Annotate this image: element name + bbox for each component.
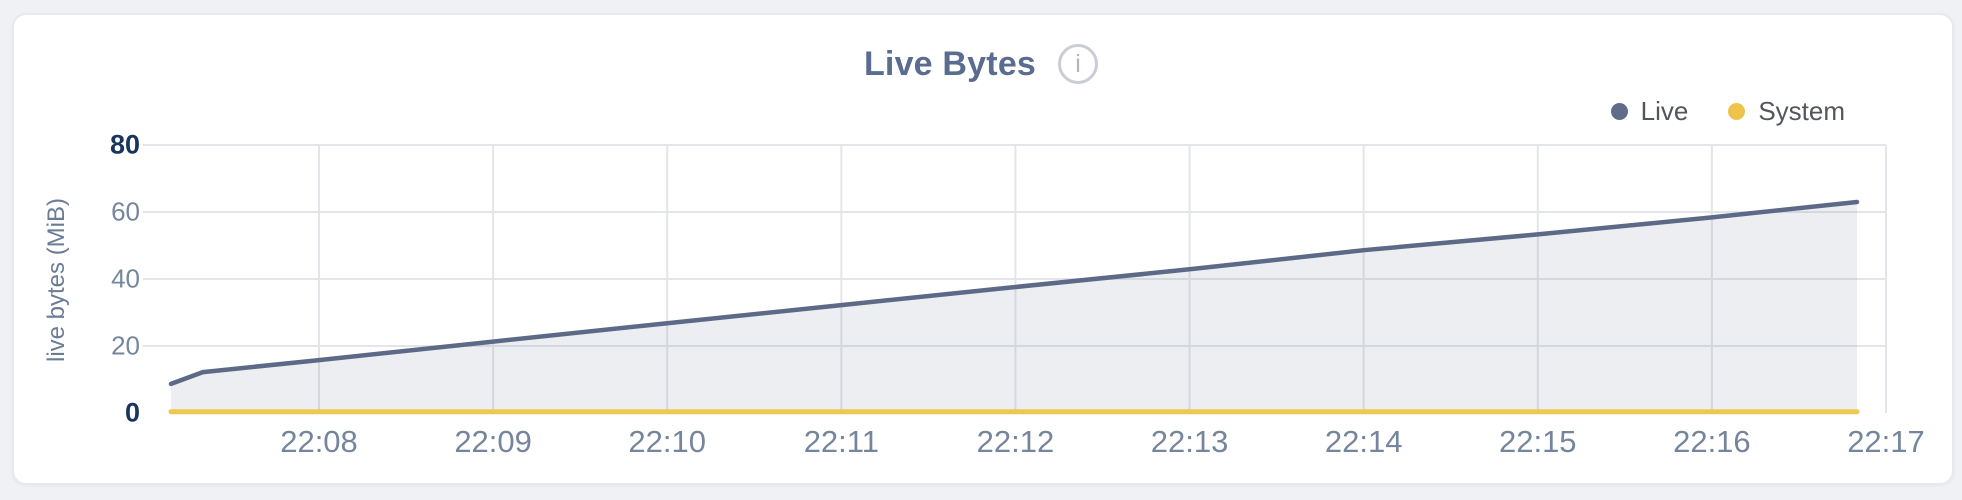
- y-tick-60: 60: [111, 196, 140, 227]
- x-tick-22-16: 22:16: [1673, 424, 1751, 459]
- series-line-live: [168, 199, 1860, 387]
- live-bytes-chart-card: [12, 13, 1954, 485]
- x-tick-22-10: 22:10: [628, 424, 707, 459]
- legend-item-system[interactable]: System: [1728, 96, 1845, 127]
- x-tick-22-15: 22:15: [1498, 424, 1577, 459]
- x-tick-22-09: 22:09: [454, 424, 532, 459]
- y-tick-80: 80: [109, 129, 140, 160]
- x-tick-22-17: 22:17: [1847, 424, 1925, 459]
- y-tick-20: 20: [111, 330, 140, 361]
- x-tick-22-14: 22:14: [1324, 424, 1403, 459]
- chart-legend: Live System: [1610, 96, 1845, 127]
- y-tick-40: 40: [111, 263, 140, 294]
- info-icon[interactable]: i: [1058, 44, 1099, 84]
- y-tick-0: 0: [124, 397, 140, 428]
- legend-dot-system: [1728, 103, 1746, 120]
- legend-dot-live: [1610, 103, 1628, 120]
- series-area-live: [171, 202, 1857, 412]
- legend-label: System: [1758, 96, 1845, 126]
- x-tick-22-13: 22:13: [1150, 424, 1229, 459]
- x-tick-22-08: 22:08: [280, 424, 358, 459]
- x-tick-22-12: 22:12: [976, 424, 1055, 459]
- legend-label: Live: [1640, 96, 1689, 126]
- legend-item-live[interactable]: Live: [1610, 96, 1689, 127]
- x-tick-22-11: 22:11: [803, 424, 879, 459]
- page-title: Live Bytes: [863, 44, 1037, 83]
- chart-header: Live Bytes i: [0, 44, 1962, 84]
